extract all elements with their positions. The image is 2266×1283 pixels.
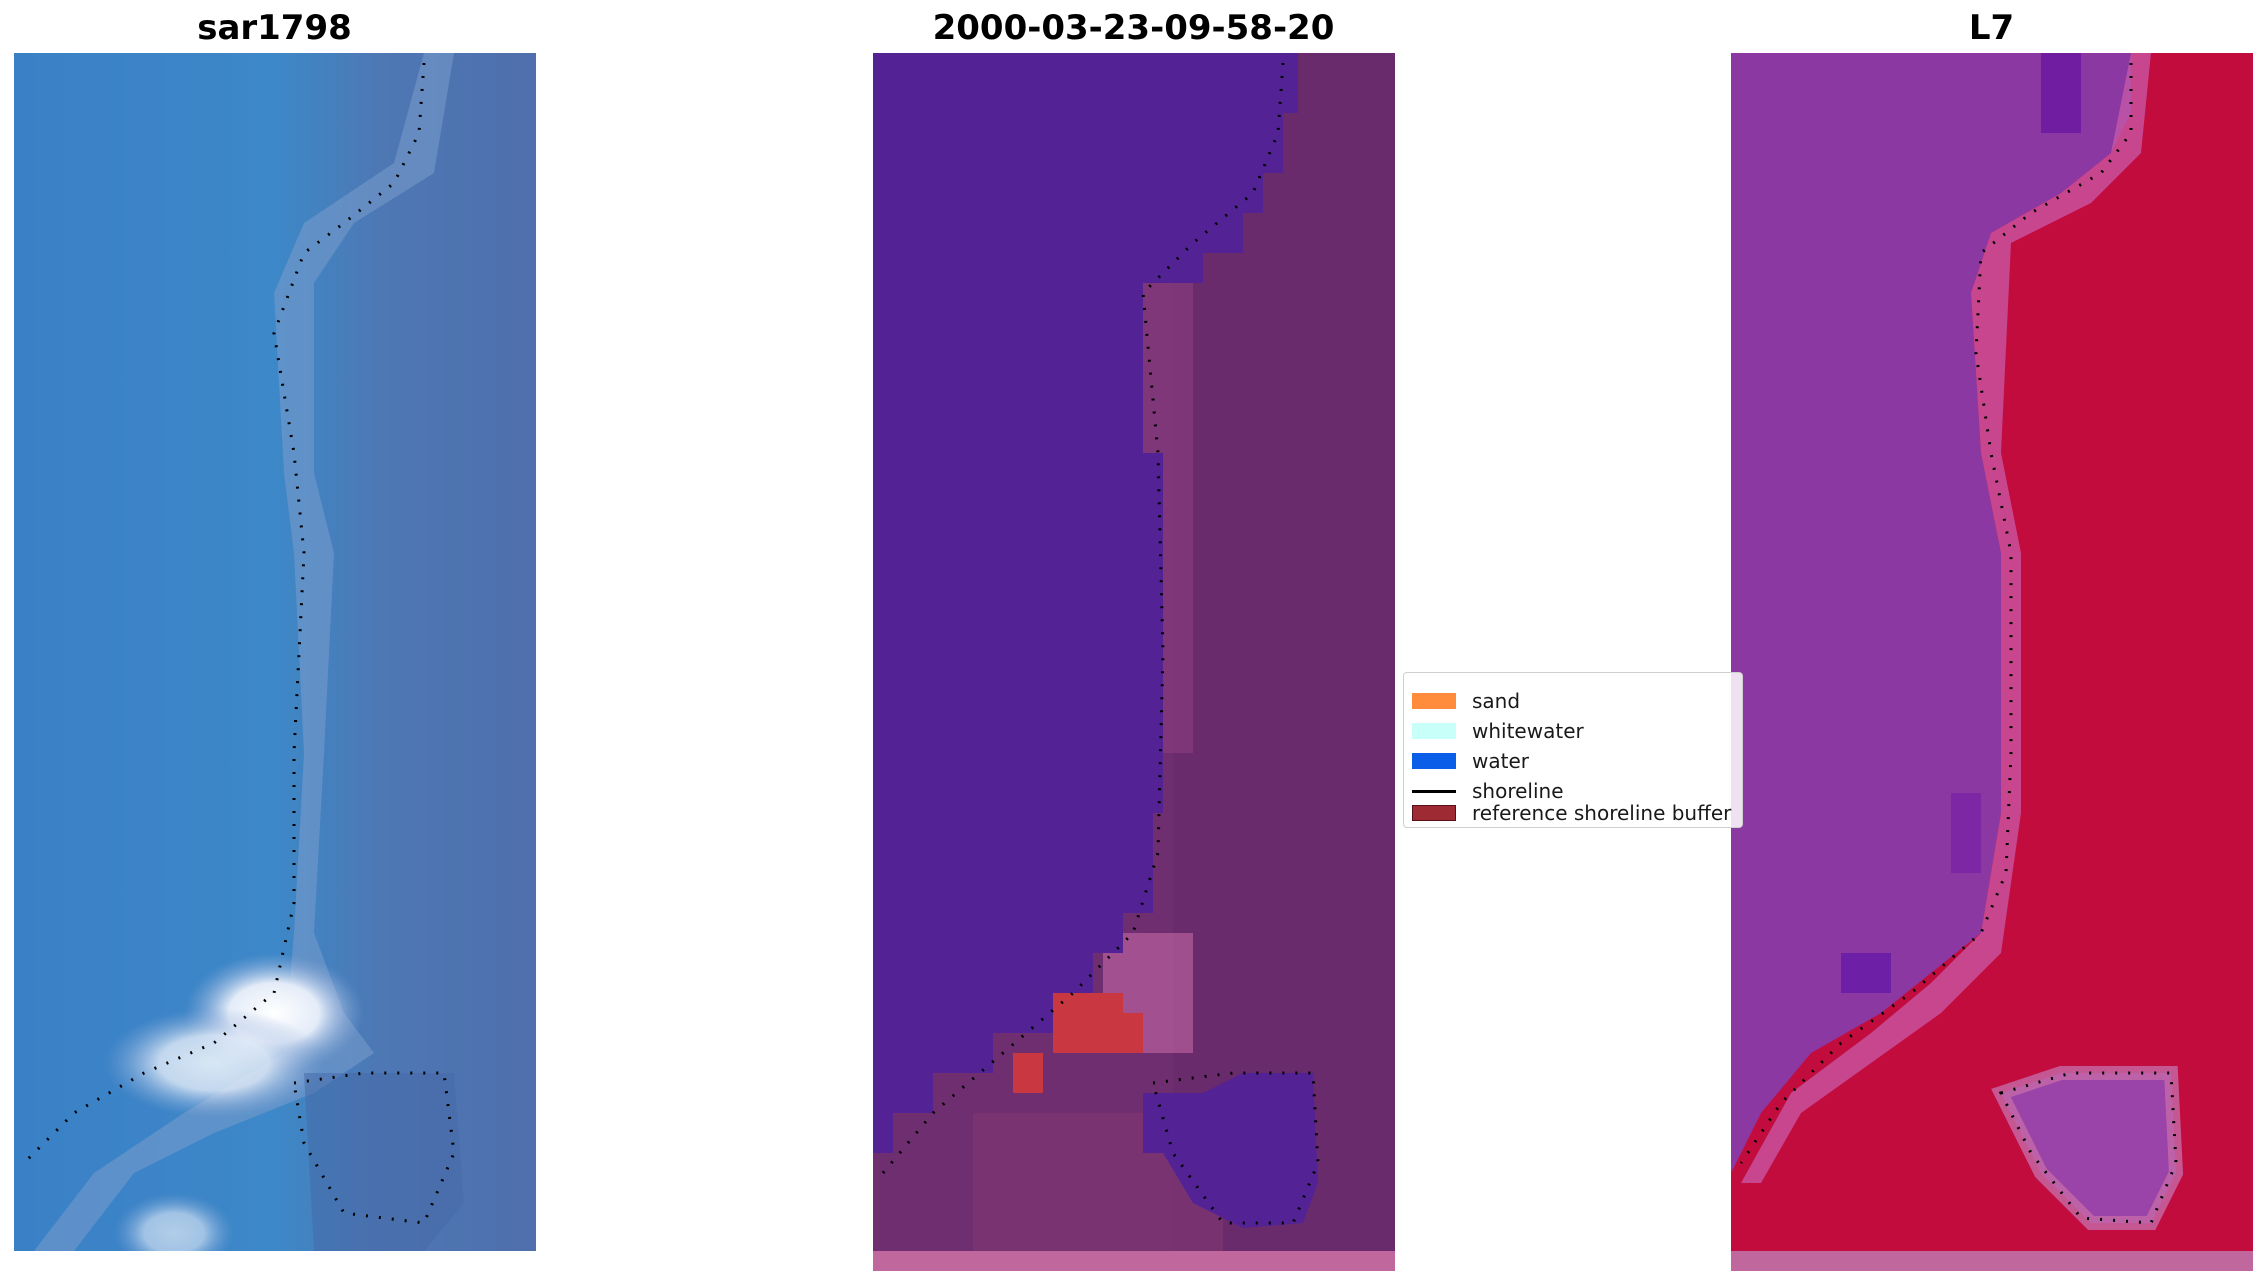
legend-label: whitewater bbox=[1472, 719, 1584, 743]
index-image bbox=[1731, 53, 2253, 1271]
legend-swatch-sand bbox=[1412, 693, 1456, 709]
panel-title-index: L7 bbox=[1968, 8, 2015, 48]
legend-label: reference shoreline buffer bbox=[1472, 801, 1732, 825]
classified-image bbox=[873, 53, 1395, 1271]
legend-item-shoreline: shoreline bbox=[1412, 779, 1564, 803]
rgb-image-panel bbox=[14, 53, 536, 1251]
panel-title-classified: 2000-03-23-09-58-20 bbox=[932, 8, 1335, 48]
legend-swatch-reference-buffer bbox=[1412, 805, 1456, 821]
legend-item-sand: sand bbox=[1412, 689, 1520, 713]
legend: sand whitewater water shoreline referenc… bbox=[1403, 672, 1743, 828]
legend-item-reference-buffer: reference shoreline buffer bbox=[1412, 801, 1731, 825]
rgb-image bbox=[14, 53, 536, 1251]
legend-item-water: water bbox=[1412, 749, 1529, 773]
classified-image-panel bbox=[873, 53, 1395, 1271]
legend-item-whitewater: whitewater bbox=[1412, 719, 1584, 743]
legend-label: shoreline bbox=[1472, 779, 1564, 803]
legend-swatch-water bbox=[1412, 753, 1456, 769]
index-image-panel bbox=[1731, 53, 2253, 1271]
legend-label: water bbox=[1472, 749, 1529, 773]
legend-swatch-whitewater bbox=[1412, 723, 1456, 739]
legend-line-shoreline bbox=[1412, 789, 1456, 793]
legend-label: sand bbox=[1472, 689, 1521, 713]
panel-title-rgb: sar1798 bbox=[197, 8, 352, 48]
